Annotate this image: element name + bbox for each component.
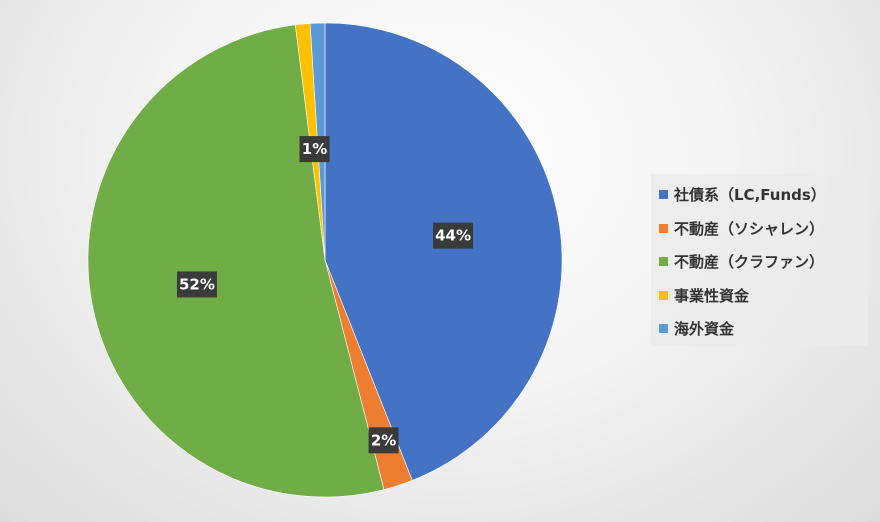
data-label-box [433,222,474,249]
data-label-box [299,136,330,163]
legend-swatch [659,324,668,334]
data-label-text: 52% [179,275,215,293]
legend-item-4: 海外資金 [659,312,868,346]
legend-label: 社債系（LC,Funds） [674,186,826,205]
pie-slice-0 [324,22,563,481]
legend-swatch [659,223,668,233]
legend-swatch [659,290,668,300]
data-label-box [368,427,399,454]
data-label-2: 52% [176,271,217,298]
pie-data-labels: 44% 2% 52% 1% [176,136,474,454]
legend-label: 海外資金 [674,320,735,339]
legend-item-2: 不動産（クラファン） [659,245,868,279]
legend-item-3: 事業性資金 [659,279,868,313]
pie-slices [87,22,563,498]
legend-label: 不動産（クラファン） [674,253,825,272]
data-label-0: 44% [433,222,474,249]
data-label-text: 44% [435,227,471,245]
legend-item-1: 不動産（ソシャレン） [659,212,868,246]
legend-label: 事業性資金 [674,286,750,305]
data-label-box [176,271,217,298]
data-label-1: 2% [368,427,399,454]
legend-swatch [659,190,668,200]
legend-item-0: 社債系（LC,Funds） [659,178,868,212]
data-label-text: 2% [371,431,396,449]
legend: 社債系（LC,Funds） 不動産（ソシャレン） 不動産（クラファン） 事業性資… [651,174,868,346]
legend-label: 不動産（ソシャレン） [674,219,825,238]
legend-swatch [659,257,668,267]
data-label-3: 1% [299,136,330,163]
data-label-text: 1% [302,140,327,158]
